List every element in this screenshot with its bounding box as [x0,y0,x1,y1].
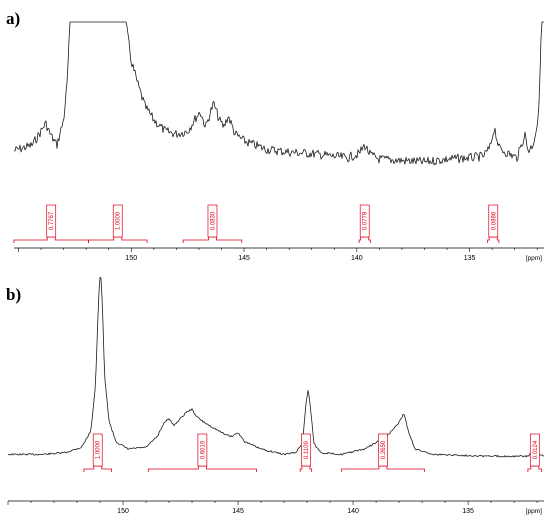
integral-region: 0.2650 [341,433,425,472]
integral-label-box [488,204,499,238]
integral-region: 0.0778 [358,204,371,243]
tick-label: 140 [347,508,359,515]
integral-label: 0.7767 [49,211,55,230]
integral-label-box [359,204,370,238]
integral-label: 1.0000 [116,211,122,230]
integral-bracket [13,236,89,243]
tick-label: 140 [351,255,363,262]
panel-b: b) 1.0000 0.6019 0.1109 0.2650 0.0124 150 145… [6,276,545,515]
panel-a-label: a) [6,9,20,28]
integrals-b: 1.0000 0.6019 0.1109 0.2650 0.0124 [83,433,543,472]
integral-label-box [92,433,103,467]
integral-label: 0.0778 [363,211,369,230]
integral-label: 1.0000 [96,440,102,459]
integral-region: 0.7767 [13,204,89,243]
integral-bracket [182,236,243,243]
tick-label: 135 [462,508,474,515]
integrals-a: 0.7767 1.0000 0.0830 0.0778 0.0886 [13,204,500,243]
panel-b-label: b) [6,285,21,304]
x-axis-unit: [ppm] [526,508,542,515]
panel-a: a) 0.7767 1.0000 0.0830 0.0778 0.0886 150 145… [6,9,544,262]
integral-region: 0.0830 [182,204,243,243]
integral-bracket [299,465,313,472]
x-axis-a: 150 145 140 135 [ppm] [14,247,544,262]
integral-region: 1.0000 [88,204,148,243]
integral-label: 0.0830 [210,211,216,230]
x-axis-b: 150 145 140 135 [ppm] [7,500,544,515]
tick-label: 135 [464,255,476,262]
integral-region: 1.0000 [83,433,112,472]
integral-label-box [197,433,208,467]
integral-label: 0.1109 [304,440,310,459]
integral-label-box [529,433,540,467]
integral-label-box [46,204,57,238]
integral-bracket [487,236,500,243]
tick-label: 145 [238,255,250,262]
spectrum-line [7,276,545,458]
integral-label-box [301,433,311,467]
integral-label: 0.6019 [200,440,206,459]
integral-bracket [527,465,543,472]
spectrum-b [7,276,545,458]
integral-region: 0.0124 [527,433,543,472]
integral-region: 0.0886 [487,204,500,243]
integral-bracket [341,465,425,472]
integral-bracket [88,236,148,243]
integral-bracket [147,465,257,472]
integral-label-box [112,204,123,238]
spectrum-line [13,21,544,166]
x-axis-unit: [ppm] [526,255,542,262]
spectrum-a [13,21,544,166]
integral-label-box [207,204,218,238]
integral-region: 0.1109 [299,433,313,472]
integral-label: 0.0886 [491,211,497,230]
tick-label: 150 [125,255,137,262]
integral-label-box [378,433,388,467]
tick-label: 145 [232,508,244,515]
integral-bracket [83,465,112,472]
integral-label: 0.2650 [381,440,387,459]
tick-label: 150 [117,508,129,515]
integral-label: 0.0124 [533,440,539,459]
integral-bracket [358,236,371,243]
integral-region: 0.6019 [147,433,257,472]
